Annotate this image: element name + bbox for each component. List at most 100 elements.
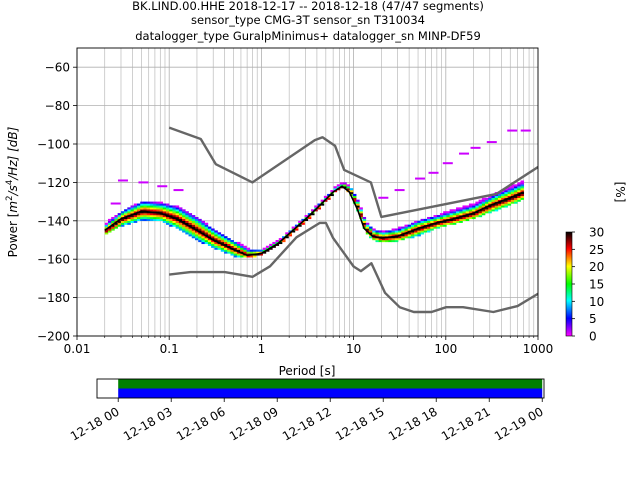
density-cell [333, 188, 338, 191]
density-cell [191, 218, 196, 221]
density-cell [472, 207, 476, 210]
density-cell [372, 238, 376, 241]
timeline-track [118, 388, 543, 398]
density-cell [423, 220, 428, 223]
density-cell [104, 230, 109, 233]
density-cell [249, 251, 254, 254]
density-cell [452, 220, 457, 223]
density-cell [194, 222, 199, 225]
density-cell [236, 247, 241, 250]
density-cell [514, 195, 518, 198]
density-cell [362, 216, 367, 220]
density-cell [156, 207, 160, 210]
density-cell [507, 203, 512, 206]
density-cell [514, 184, 518, 187]
density-cell [465, 216, 470, 220]
density-cell [194, 218, 199, 221]
density-cell [107, 220, 112, 223]
colorbar: 0 5 10 15 20 25 30 [%] [565, 182, 627, 344]
density-cell [365, 228, 370, 231]
density-cell [169, 207, 173, 210]
density-cell [494, 195, 499, 198]
density-cell [165, 211, 170, 214]
density-cell [182, 230, 186, 233]
density-cell [107, 224, 112, 227]
density-cell [439, 215, 444, 218]
density-cell [104, 222, 109, 225]
density-cell [133, 218, 138, 221]
density-cell [514, 192, 518, 195]
density-cell [369, 226, 373, 229]
density-cell [485, 201, 489, 204]
density-cell [136, 209, 141, 212]
density-cell [162, 218, 167, 221]
density-cell [178, 207, 183, 210]
density-cell [330, 190, 334, 193]
density-cell [204, 230, 209, 233]
density-cell [507, 188, 512, 191]
density-cell [452, 213, 457, 216]
density-cell [117, 222, 122, 225]
density-cell [468, 215, 473, 218]
density-cell [217, 240, 222, 243]
density-cell [514, 190, 518, 193]
timeline-frame [96, 378, 545, 399]
density-cell [169, 209, 173, 212]
density-cell [146, 215, 151, 218]
density-cell [472, 209, 476, 212]
density-cell [401, 228, 405, 231]
sparse-cell [486, 141, 497, 144]
density-cell [233, 243, 238, 246]
density-cell [133, 216, 138, 220]
density-cell [507, 195, 512, 198]
density-cell [465, 207, 470, 210]
density-cell [478, 213, 483, 216]
density-cell [114, 222, 118, 225]
timeline-tick-label: 12-18 21 [439, 404, 493, 443]
density-cell [159, 207, 164, 210]
density-cell [207, 232, 212, 235]
density-cell [156, 209, 160, 212]
density-cell [407, 236, 412, 239]
density-cell [327, 193, 331, 197]
density-cell [475, 203, 479, 206]
density-cell [133, 215, 138, 218]
density-cell [378, 232, 383, 235]
density-cell [456, 215, 460, 218]
density-cell [456, 209, 460, 212]
density-cell [198, 226, 202, 229]
density-cell [217, 238, 222, 241]
density-cell [211, 241, 215, 245]
y-axis-label: Power [m2/s4/Hz] [dB] [5, 126, 20, 257]
density-cell [285, 232, 289, 235]
density-cell [243, 255, 247, 258]
density-cell [165, 218, 170, 221]
density-cell [359, 213, 363, 216]
density-cell [385, 230, 389, 233]
density-cell [362, 218, 367, 221]
density-cell [436, 224, 441, 227]
colorbar-tick-label: 5 [589, 312, 597, 326]
density-cell [410, 236, 415, 239]
density-cell [194, 232, 199, 235]
density-cell [140, 218, 144, 221]
density-cell [165, 220, 170, 223]
sparse-cell [415, 177, 426, 180]
x-tick-label: 1000 [523, 342, 554, 356]
density-cell [178, 216, 183, 220]
density-cell [456, 218, 460, 221]
density-cell [372, 232, 376, 235]
density-cell [375, 234, 379, 237]
density-cell [120, 215, 125, 218]
density-cell [214, 236, 218, 239]
density-cell [375, 230, 379, 233]
density-cell [104, 224, 109, 227]
density-cell [207, 240, 212, 243]
density-band [104, 129, 531, 258]
density-cell [130, 218, 135, 221]
density-cell [404, 236, 408, 239]
sparse-cell [394, 189, 405, 192]
density-cell [198, 236, 202, 239]
sparse-cell [117, 179, 128, 182]
x-tick-label: 0.1 [160, 342, 179, 356]
